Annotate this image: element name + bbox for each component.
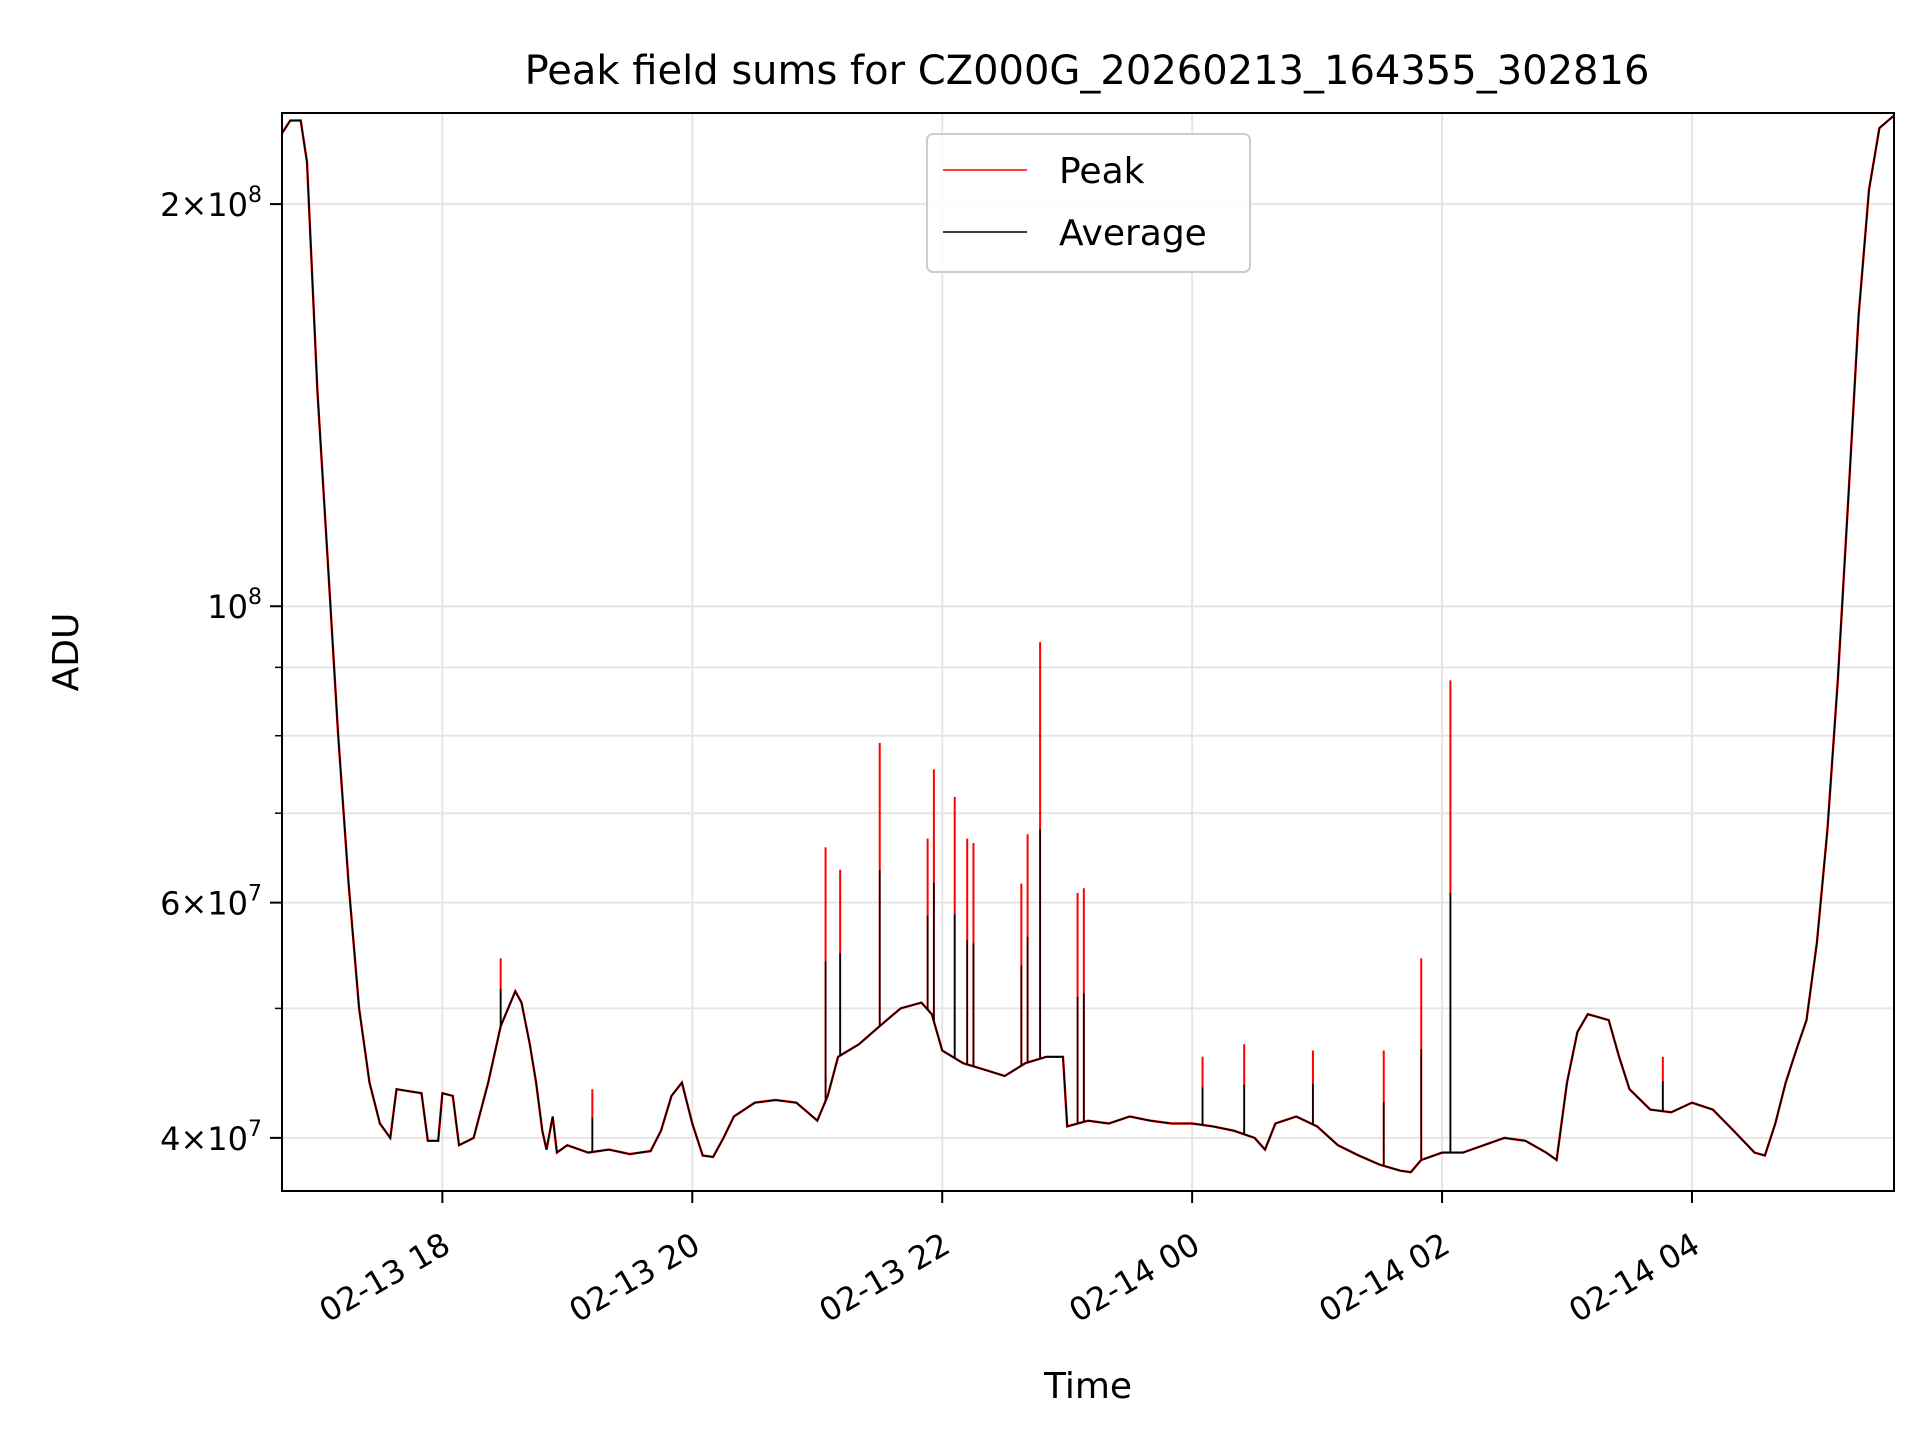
- plot-frame: [281, 112, 1895, 1192]
- y-tick-label: 2×108: [160, 183, 262, 224]
- y-tick-label: 108: [207, 585, 262, 626]
- legend: Peak Average: [926, 133, 1251, 273]
- y-axis-label: ADU: [46, 613, 87, 692]
- legend-label-peak: Peak: [1059, 151, 1145, 192]
- y-tick-label: 6×107: [160, 882, 262, 923]
- legend-label-average: Average: [1059, 213, 1207, 254]
- y-tick-label: 4×107: [160, 1117, 262, 1158]
- series-average-line: [281, 114, 1895, 1174]
- legend-box: [926, 133, 1251, 273]
- plot-area: [280, 114, 1895, 1174]
- chart-title: Peak field sums for CZ000G_20260213_1643…: [525, 48, 1650, 94]
- x-axis-label: Time: [1043, 1366, 1132, 1407]
- y-axis: 4×107 6×107 108 2×108: [160, 183, 282, 1158]
